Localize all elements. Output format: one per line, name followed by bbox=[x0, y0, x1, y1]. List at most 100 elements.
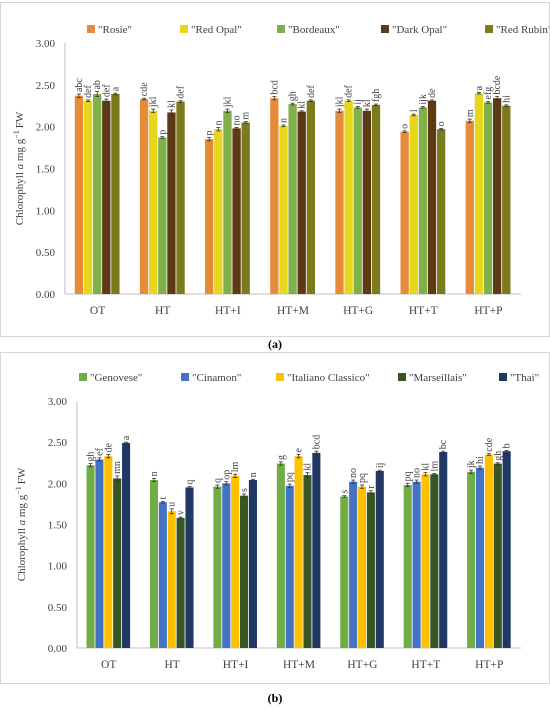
x-tick-label: HT+P bbox=[474, 305, 502, 317]
legend-swatch bbox=[181, 373, 189, 381]
legend: "Genovese" "Cinamon" "Italiano Classico" "M… bbox=[79, 372, 539, 384]
bar bbox=[467, 471, 476, 648]
y-axis-title-part: −1 bbox=[14, 486, 23, 495]
y-axis-title-part: FW bbox=[16, 467, 28, 484]
y-tick-label: 0.50 bbox=[36, 247, 56, 259]
bar bbox=[222, 483, 231, 648]
legend-label: "Red Rubin" bbox=[496, 24, 549, 36]
bar bbox=[279, 125, 288, 294]
significance-label: a bbox=[110, 86, 121, 91]
significance-label: no bbox=[348, 468, 359, 478]
significance-label: def bbox=[306, 84, 317, 97]
significance-label: jkl bbox=[148, 96, 159, 108]
legend-swatch bbox=[180, 25, 188, 33]
y-tick-label: 0.00 bbox=[36, 289, 56, 301]
bar bbox=[185, 487, 194, 648]
legend-label: "Italiano Classico" bbox=[287, 372, 370, 384]
bar bbox=[149, 110, 158, 295]
caption-a: (a) bbox=[268, 337, 282, 351]
bar bbox=[176, 517, 185, 648]
bar bbox=[167, 112, 176, 295]
significance-label: o bbox=[400, 124, 411, 129]
significance-label: pq bbox=[357, 473, 368, 483]
legend-label: "Cinamon" bbox=[192, 372, 241, 384]
bar bbox=[139, 99, 149, 294]
significance-label: op bbox=[221, 470, 232, 480]
significance-label: bcde bbox=[492, 75, 503, 94]
significance-label: ij bbox=[375, 463, 386, 469]
bar bbox=[74, 95, 84, 295]
bar bbox=[492, 98, 502, 294]
significance-label: b bbox=[502, 443, 513, 448]
significance-label: a bbox=[474, 85, 485, 90]
y-axis-title-part: Chlorophyll bbox=[16, 525, 28, 581]
bar bbox=[83, 100, 93, 294]
bar bbox=[111, 94, 120, 294]
y-tick-label: 2.00 bbox=[36, 122, 56, 134]
y-tick-label: 0.00 bbox=[48, 643, 68, 655]
bar bbox=[312, 452, 321, 648]
significance-label: pq bbox=[403, 471, 414, 481]
significance-label: q bbox=[212, 478, 223, 483]
legend-label: "Genovese" bbox=[90, 372, 142, 384]
x-tick-label: HT+G bbox=[343, 305, 373, 317]
bar bbox=[232, 128, 241, 294]
bar bbox=[335, 110, 344, 295]
y-axis: 0.00 0.50 1.00 1.50 2.00 2.50 3.00 bbox=[36, 38, 56, 301]
bar bbox=[294, 456, 303, 648]
bar bbox=[418, 107, 428, 294]
bar bbox=[502, 105, 511, 294]
bar bbox=[248, 480, 257, 648]
significance-label: hi bbox=[501, 95, 512, 103]
significance-label: fgh bbox=[371, 89, 382, 102]
significance-label: ab bbox=[92, 80, 103, 89]
significance-label: hi bbox=[475, 456, 486, 464]
panel-a-frame: "Rosie" "Red Opal" "Bordeaux" "Dark Opal" "R… bbox=[0, 2, 550, 337]
significance-label: n bbox=[213, 121, 224, 126]
significance-label: ef bbox=[94, 447, 105, 455]
bar bbox=[475, 467, 485, 648]
bar bbox=[104, 456, 113, 648]
y-axis-title-part: FW bbox=[14, 111, 26, 128]
y-axis-title-part: −1 bbox=[12, 130, 21, 139]
y-tick-label: 1.50 bbox=[36, 164, 56, 176]
x-tick-label: HT+P bbox=[475, 659, 503, 671]
bar bbox=[430, 474, 439, 648]
x-tick-label: HT bbox=[155, 305, 170, 317]
y-tick-label: 3.00 bbox=[48, 396, 68, 408]
bar bbox=[484, 454, 493, 648]
legend-label: "Red Opal" bbox=[191, 24, 242, 36]
y-axis-title-part: a bbox=[14, 163, 26, 169]
x-tick-label: HT+T bbox=[411, 659, 440, 671]
significance-label: p bbox=[157, 130, 168, 135]
y-tick-label: 1.50 bbox=[48, 520, 68, 532]
bar bbox=[231, 475, 240, 648]
bar bbox=[421, 474, 430, 648]
significance-label: q bbox=[185, 480, 196, 485]
significance-label: gh bbox=[493, 451, 504, 461]
x-tick-label: HT+T bbox=[409, 305, 438, 317]
x-tick-label: HT+M bbox=[283, 659, 315, 671]
bar bbox=[241, 122, 250, 294]
y-axis: 0.00 0.50 1.00 1.50 2.00 2.50 3.00 bbox=[48, 396, 68, 655]
y-tick-label: 2.50 bbox=[48, 437, 68, 449]
significance-label: a bbox=[121, 435, 132, 440]
significance-label: cde bbox=[139, 82, 150, 96]
bar bbox=[306, 100, 315, 294]
y-axis-title: Chlorophyll a mg g−1 FW bbox=[12, 111, 26, 225]
bar bbox=[362, 110, 372, 295]
bar bbox=[427, 100, 437, 294]
y-tick-label: 1.00 bbox=[48, 561, 68, 573]
bar bbox=[167, 511, 176, 648]
significance-label: no bbox=[412, 468, 423, 478]
y-tick-label: 0.50 bbox=[48, 602, 68, 614]
significance-label: l bbox=[409, 109, 420, 112]
significance-label: kl bbox=[166, 100, 177, 108]
legend-label: "Bordeaux" bbox=[288, 24, 340, 36]
x-tick-label: HT+I bbox=[223, 659, 249, 671]
legend-swatch bbox=[79, 373, 87, 381]
bar bbox=[288, 104, 297, 295]
legend-label: "Marseillais" bbox=[409, 372, 467, 384]
